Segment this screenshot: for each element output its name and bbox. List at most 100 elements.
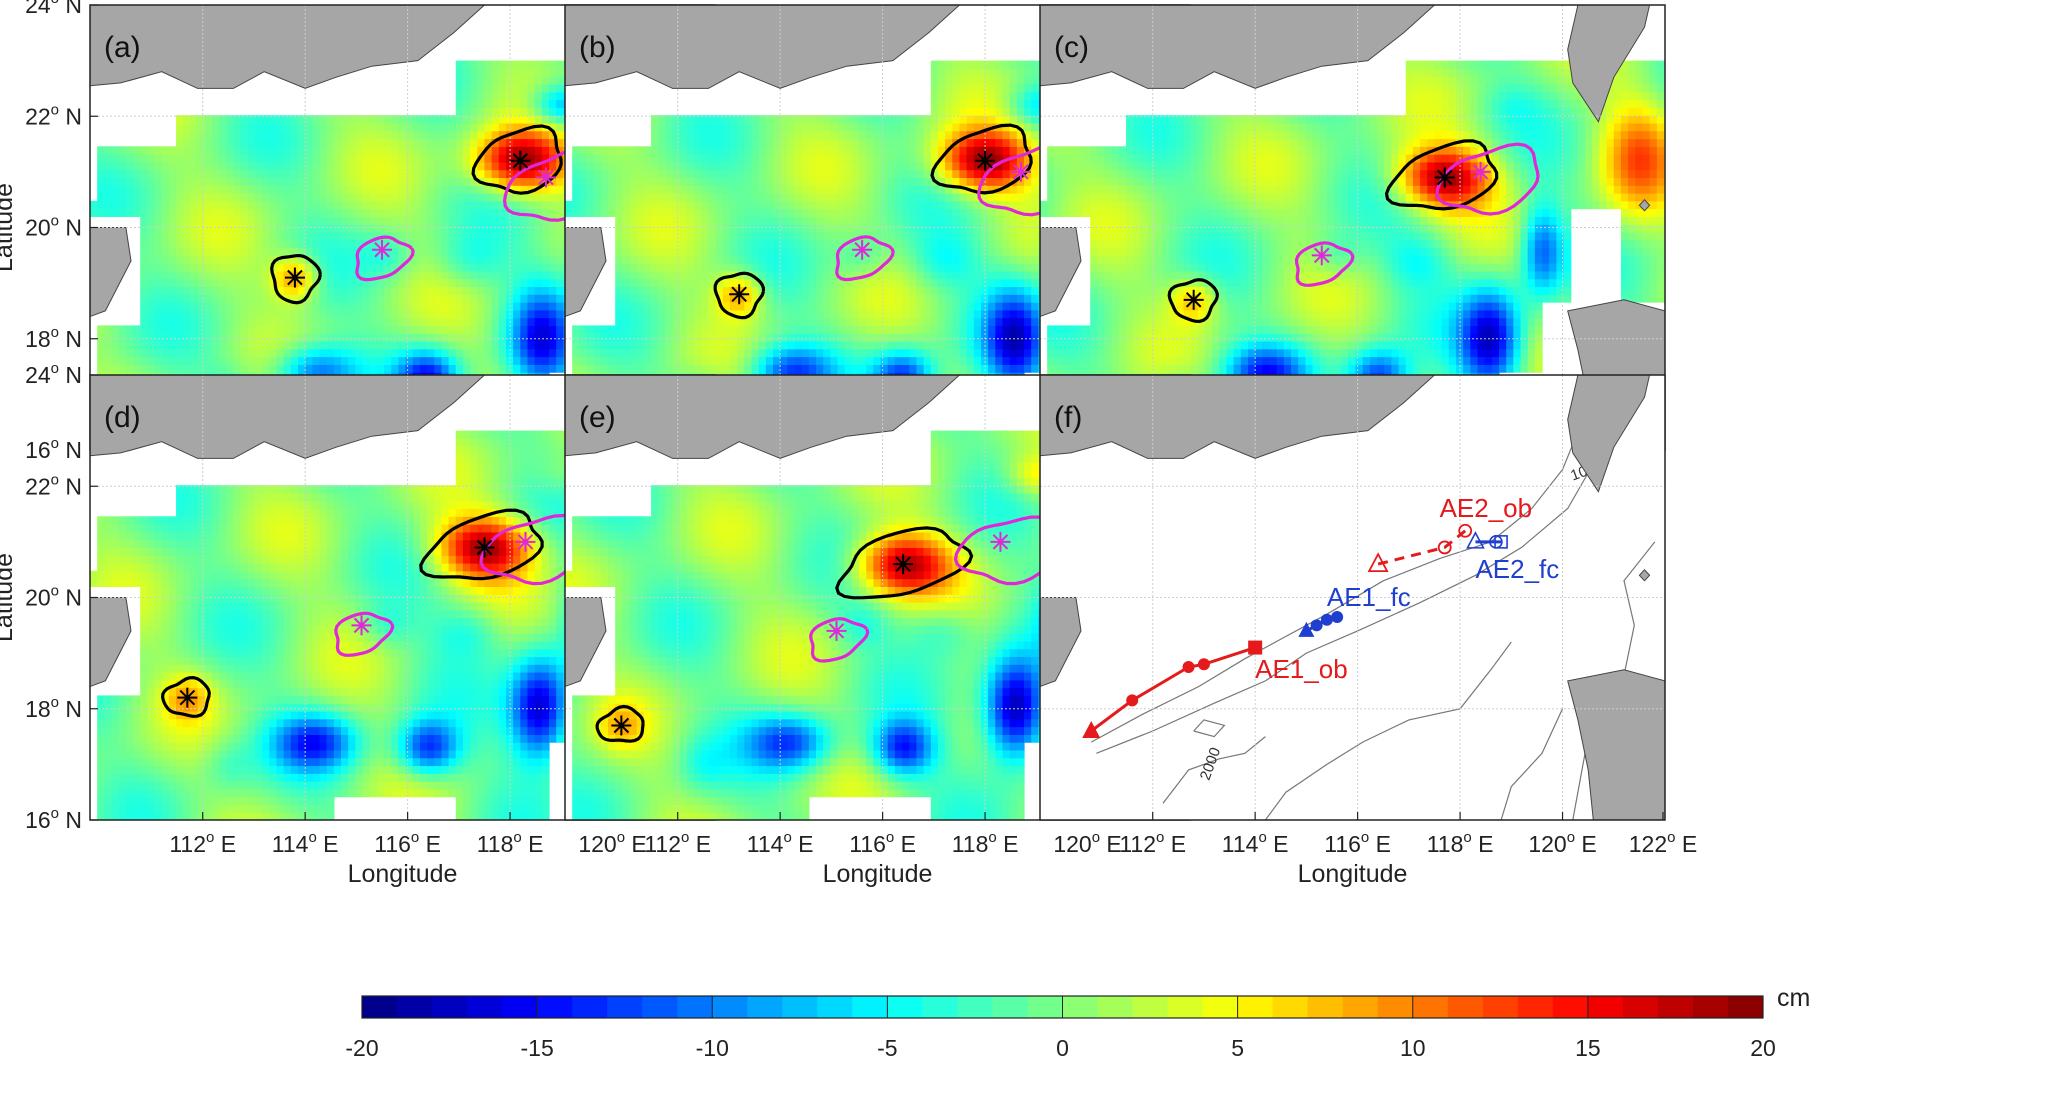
field-cell	[398, 255, 407, 264]
field-cell	[629, 177, 638, 186]
field-cell	[484, 325, 493, 334]
field-cell	[715, 122, 724, 132]
field-cell	[484, 169, 493, 179]
field-cell	[844, 270, 853, 280]
field-cell	[434, 294, 443, 303]
field-cell	[665, 309, 674, 319]
field-cell	[412, 286, 421, 295]
field-cell	[269, 239, 278, 249]
field-cell	[190, 115, 199, 124]
field-cell	[491, 122, 500, 132]
field-cell	[751, 146, 760, 155]
field-cell	[808, 239, 817, 249]
field-cell	[787, 185, 796, 194]
field-cell	[297, 255, 306, 264]
field-cell	[97, 208, 105, 217]
field-cell	[477, 302, 486, 311]
field-cell	[701, 255, 710, 264]
field-cell	[419, 309, 428, 319]
field-cell	[765, 286, 774, 295]
field-cell	[197, 325, 206, 334]
field-cell	[427, 200, 435, 210]
field-cell	[794, 193, 803, 202]
field-cell	[470, 309, 478, 319]
field-cell	[572, 348, 580, 358]
field-cell	[549, 68, 557, 77]
field-cell	[513, 99, 521, 108]
field-cell	[513, 130, 521, 140]
field-cell	[780, 177, 788, 186]
field-cell	[608, 161, 616, 171]
field-cell	[219, 278, 227, 288]
field-cell	[376, 161, 385, 171]
field-cell	[455, 161, 464, 171]
field-cell	[297, 278, 306, 288]
field-cell	[534, 130, 543, 140]
field-cell	[823, 302, 831, 311]
field-cell	[319, 200, 328, 210]
field-cell	[665, 364, 674, 373]
field-cell	[520, 138, 529, 147]
field-cell	[369, 200, 378, 210]
field-cell	[427, 138, 435, 147]
field-cell	[455, 270, 464, 280]
field-cell	[658, 138, 667, 147]
field-cell	[262, 333, 270, 342]
field-cell	[226, 239, 235, 249]
field-cell	[384, 169, 392, 179]
field-cell	[405, 122, 414, 132]
field-cell	[233, 286, 242, 295]
field-cell	[665, 247, 674, 256]
field-cell	[744, 286, 753, 295]
field-cell	[498, 348, 507, 358]
field-cell	[262, 356, 270, 365]
field-cell	[204, 364, 213, 373]
field-cell	[204, 356, 213, 365]
field-cell	[513, 91, 521, 101]
field-cell	[462, 247, 471, 256]
field-cell	[233, 216, 242, 225]
field-cell	[412, 130, 421, 140]
field-cell	[247, 161, 256, 171]
field-cell	[154, 239, 163, 249]
field-cell	[161, 317, 170, 326]
field-cell	[586, 161, 595, 171]
field-cell	[297, 208, 306, 217]
field-cell	[183, 294, 192, 303]
field-cell	[744, 348, 753, 358]
field-cell	[758, 200, 767, 210]
field-cell	[491, 60, 500, 70]
field-cell	[729, 115, 738, 124]
field-cell	[111, 177, 120, 186]
field-cell	[405, 154, 414, 163]
field-cell	[197, 309, 206, 319]
field-cell	[622, 161, 631, 171]
field-cell	[448, 348, 457, 358]
field-cell	[593, 154, 602, 163]
field-cell	[140, 364, 148, 373]
field-cell	[513, 309, 521, 319]
field-cell	[758, 317, 767, 326]
field-cell	[333, 216, 342, 225]
field-cell	[851, 224, 860, 233]
field-cell	[362, 317, 371, 326]
field-cell	[319, 177, 328, 186]
field-cell	[556, 83, 564, 93]
field-cell	[708, 130, 717, 140]
field-cell	[412, 122, 421, 132]
field-cell	[362, 154, 371, 163]
field-cell	[556, 263, 564, 272]
field-cell	[140, 356, 148, 365]
field-cell	[427, 270, 435, 280]
field-cell	[527, 91, 536, 101]
field-cell	[384, 154, 392, 163]
field-cell	[391, 333, 399, 342]
field-cell	[513, 294, 521, 303]
field-cell	[780, 115, 788, 124]
field-cell	[470, 231, 478, 241]
field-cell	[686, 146, 695, 155]
field-cell	[651, 193, 659, 202]
field-cell	[419, 270, 428, 280]
field-cell	[269, 325, 278, 334]
field-cell	[780, 294, 788, 303]
